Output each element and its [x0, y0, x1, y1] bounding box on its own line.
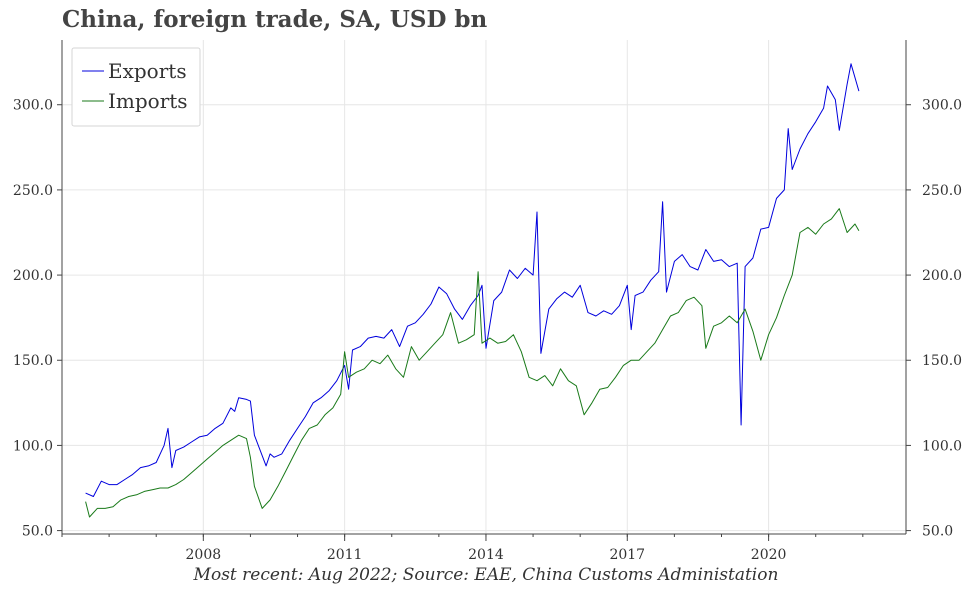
series-line-imports: [85, 208, 860, 518]
y-tick-label-left: 150.0: [13, 353, 53, 369]
series-line-exports: [85, 63, 860, 497]
y-tick-label-right: 100.0: [922, 438, 962, 454]
y-tick-label-right: 300.0: [922, 98, 962, 114]
source-note: Most recent: Aug 2022; Source: EAE, Chin…: [193, 565, 779, 585]
y-tick-label-right: 150.0: [922, 353, 962, 369]
y-tick-label-left: 100.0: [13, 438, 53, 454]
y-tick-label-left: 50.0: [22, 524, 53, 540]
x-tick-label: 2020: [751, 547, 787, 563]
legend-box: [71, 47, 201, 127]
y-tick-label-left: 200.0: [13, 268, 53, 284]
axes: 50.0 50.0 100.0 100.0 150.0 150.0 200.0 200.0 25…: [13, 40, 962, 563]
legend: Exports Imports: [71, 47, 201, 127]
y-tick-label-left: 250.0: [13, 183, 53, 199]
y-tick-label-right: 250.0: [922, 183, 962, 199]
x-tick-label: 2008: [186, 547, 222, 563]
legend-label-exports: Exports: [108, 59, 187, 83]
x-tick-label: 2017: [609, 547, 645, 563]
y-tick-label-right: 50.0: [922, 524, 953, 540]
x-tick-label: 2011: [327, 547, 363, 563]
x-tick-label: 2014: [468, 547, 504, 563]
chart-title: China, foreign trade, SA, USD bn: [62, 6, 488, 33]
y-tick-label-right: 200.0: [922, 268, 962, 284]
series-lines: [85, 63, 860, 518]
y-tick-label-left: 300.0: [13, 98, 53, 114]
legend-label-imports: Imports: [108, 89, 188, 113]
